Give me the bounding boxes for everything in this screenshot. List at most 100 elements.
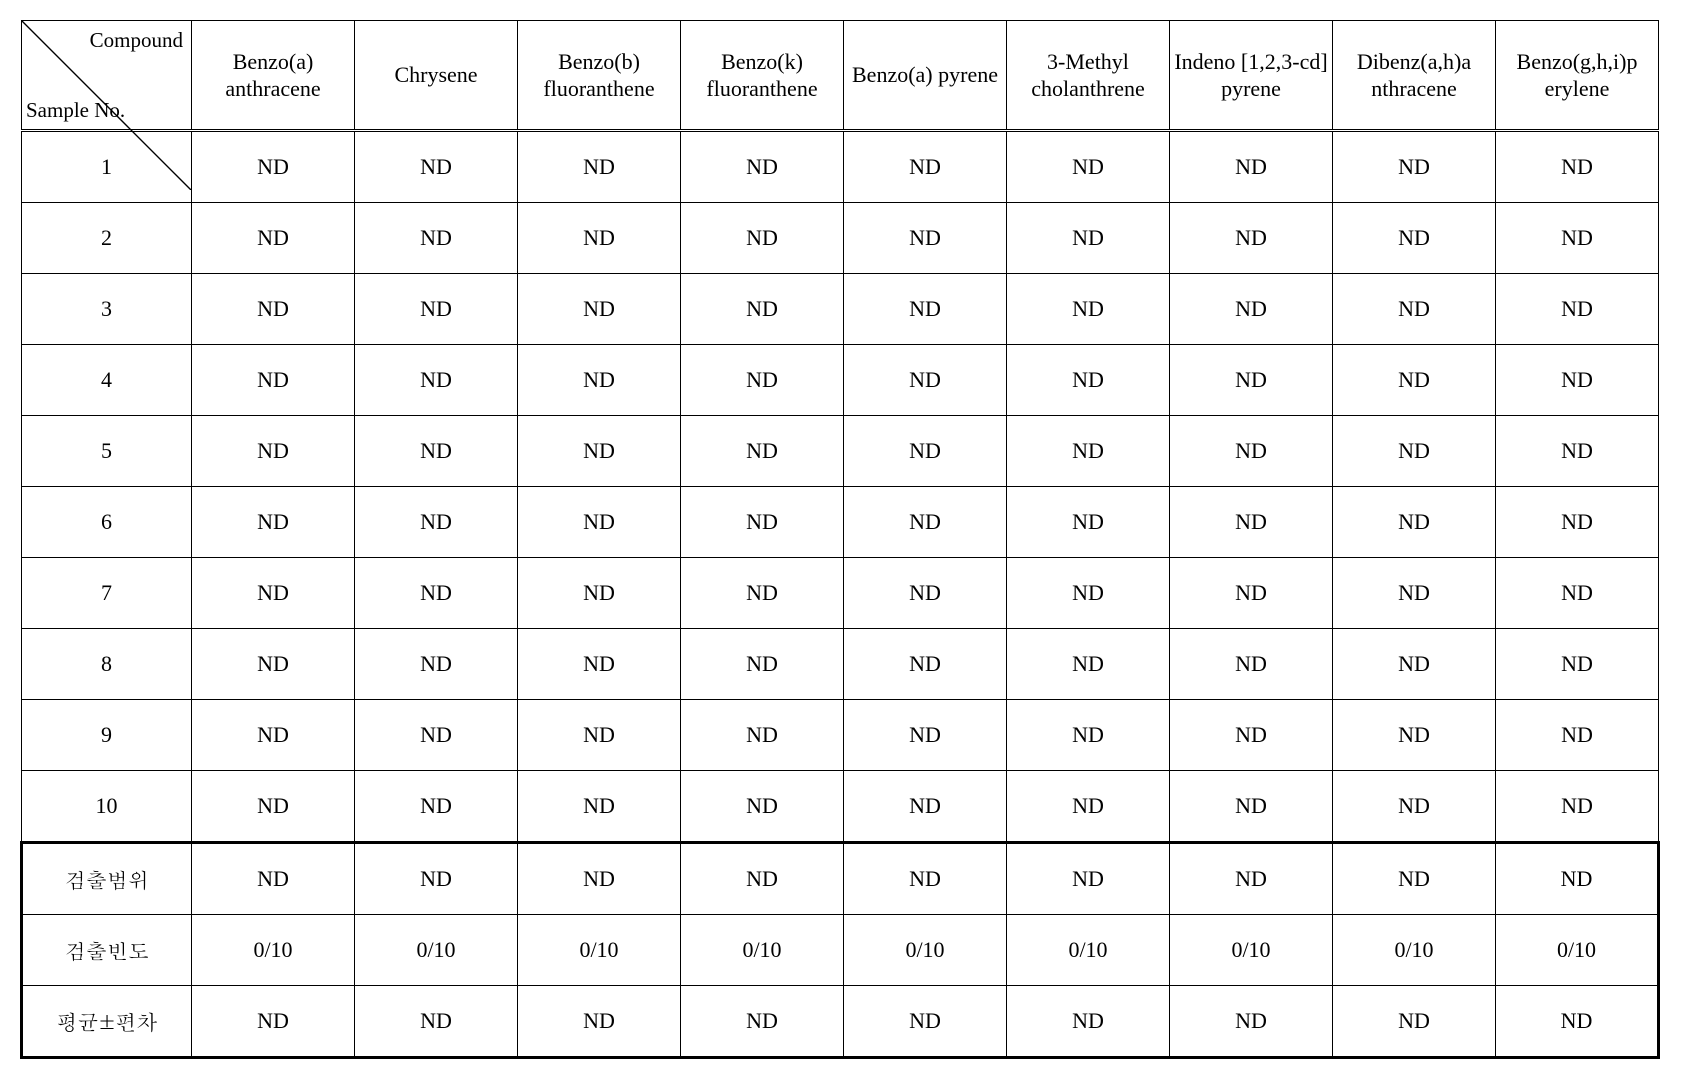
summary-row: 검출범위NDNDNDNDNDNDNDNDND — [22, 843, 1659, 915]
summary-cell: ND — [1007, 986, 1170, 1058]
header-compound-label: Compound — [90, 27, 183, 53]
table-row: 2NDNDNDNDNDNDNDNDND — [22, 203, 1659, 274]
sample-number: 4 — [22, 345, 192, 416]
data-cell: ND — [1007, 700, 1170, 771]
data-cell: ND — [1170, 345, 1333, 416]
data-cell: ND — [1170, 416, 1333, 487]
data-cell: ND — [192, 274, 355, 345]
table-row: 6NDNDNDNDNDNDNDNDND — [22, 487, 1659, 558]
summary-label: 평균±편차 — [22, 986, 192, 1058]
data-cell: ND — [192, 771, 355, 843]
data-cell: ND — [1007, 131, 1170, 203]
data-cell: ND — [681, 274, 844, 345]
sample-number: 8 — [22, 629, 192, 700]
column-header: Benzo(k) fluoranthene — [681, 21, 844, 131]
summary-cell: ND — [1170, 986, 1333, 1058]
sample-number: 3 — [22, 274, 192, 345]
data-cell: ND — [681, 131, 844, 203]
data-cell: ND — [355, 487, 518, 558]
data-cell: ND — [192, 131, 355, 203]
data-cell: ND — [1496, 629, 1659, 700]
data-cell: ND — [1170, 700, 1333, 771]
diagonal-header-cell: Compound Sample No. — [22, 21, 192, 131]
compound-table: Compound Sample No. Benzo(a) anthracene … — [20, 20, 1660, 1059]
table-row: 4NDNDNDNDNDNDNDNDND — [22, 345, 1659, 416]
summary-row: 검출빈도0/100/100/100/100/100/100/100/100/10 — [22, 915, 1659, 986]
data-cell: ND — [1496, 558, 1659, 629]
data-cell: ND — [844, 274, 1007, 345]
summary-cell: ND — [681, 843, 844, 915]
data-cell: ND — [1496, 274, 1659, 345]
data-cell: ND — [355, 771, 518, 843]
table-row: 7NDNDNDNDNDNDNDNDND — [22, 558, 1659, 629]
data-cell: ND — [355, 274, 518, 345]
data-cell: ND — [1333, 416, 1496, 487]
data-cell: ND — [681, 700, 844, 771]
data-cell: ND — [192, 203, 355, 274]
column-header: Indeno [1,2,3-cd] pyrene — [1170, 21, 1333, 131]
data-cell: ND — [844, 700, 1007, 771]
data-cell: ND — [1496, 345, 1659, 416]
summary-cell: 0/10 — [1007, 915, 1170, 986]
data-cell: ND — [192, 558, 355, 629]
sample-number: 7 — [22, 558, 192, 629]
data-cell: ND — [518, 558, 681, 629]
summary-cell: ND — [1333, 986, 1496, 1058]
table-row: 1NDNDNDNDNDNDNDNDND — [22, 131, 1659, 203]
summary-cell: ND — [681, 986, 844, 1058]
sample-number: 5 — [22, 416, 192, 487]
data-cell: ND — [844, 771, 1007, 843]
data-cell: ND — [192, 487, 355, 558]
data-cell: ND — [355, 416, 518, 487]
data-cell: ND — [1007, 487, 1170, 558]
summary-label: 검출범위 — [22, 843, 192, 915]
data-cell: ND — [355, 700, 518, 771]
summary-cell: ND — [844, 843, 1007, 915]
data-cell: ND — [518, 131, 681, 203]
table-body: 1NDNDNDNDNDNDNDNDND2NDNDNDNDNDNDNDNDND3N… — [22, 131, 1659, 1058]
data-cell: ND — [844, 629, 1007, 700]
data-cell: ND — [681, 203, 844, 274]
summary-cell: ND — [192, 843, 355, 915]
summary-cell: 0/10 — [518, 915, 681, 986]
data-cell: ND — [192, 345, 355, 416]
data-cell: ND — [518, 203, 681, 274]
data-cell: ND — [1333, 274, 1496, 345]
data-cell: ND — [1170, 629, 1333, 700]
table-row: 3NDNDNDNDNDNDNDNDND — [22, 274, 1659, 345]
summary-cell: ND — [1007, 843, 1170, 915]
data-cell: ND — [355, 131, 518, 203]
sample-number: 1 — [22, 131, 192, 203]
data-cell: ND — [844, 416, 1007, 487]
data-cell: ND — [1333, 771, 1496, 843]
data-cell: ND — [1170, 771, 1333, 843]
data-cell: ND — [1496, 771, 1659, 843]
column-header: 3-Methyl cholanthrene — [1007, 21, 1170, 131]
data-cell: ND — [518, 274, 681, 345]
data-cell: ND — [1333, 558, 1496, 629]
column-header: Benzo(b) fluoranthene — [518, 21, 681, 131]
table-row: 9NDNDNDNDNDNDNDNDND — [22, 700, 1659, 771]
summary-row: 평균±편차NDNDNDNDNDNDNDNDND — [22, 986, 1659, 1058]
data-cell: ND — [681, 558, 844, 629]
data-cell: ND — [844, 131, 1007, 203]
data-cell: ND — [1333, 629, 1496, 700]
data-cell: ND — [844, 345, 1007, 416]
data-cell: ND — [1496, 416, 1659, 487]
data-cell: ND — [1170, 558, 1333, 629]
sample-number: 10 — [22, 771, 192, 843]
data-cell: ND — [1496, 487, 1659, 558]
data-cell: ND — [1007, 416, 1170, 487]
data-cell: ND — [844, 558, 1007, 629]
data-cell: ND — [355, 629, 518, 700]
column-header: Chrysene — [355, 21, 518, 131]
summary-cell: 0/10 — [844, 915, 1007, 986]
summary-cell: ND — [518, 986, 681, 1058]
data-cell: ND — [1496, 131, 1659, 203]
data-cell: ND — [518, 771, 681, 843]
column-header: Benzo(a) anthracene — [192, 21, 355, 131]
data-cell: ND — [192, 416, 355, 487]
data-cell: ND — [518, 629, 681, 700]
data-cell: ND — [844, 487, 1007, 558]
summary-cell: ND — [518, 843, 681, 915]
